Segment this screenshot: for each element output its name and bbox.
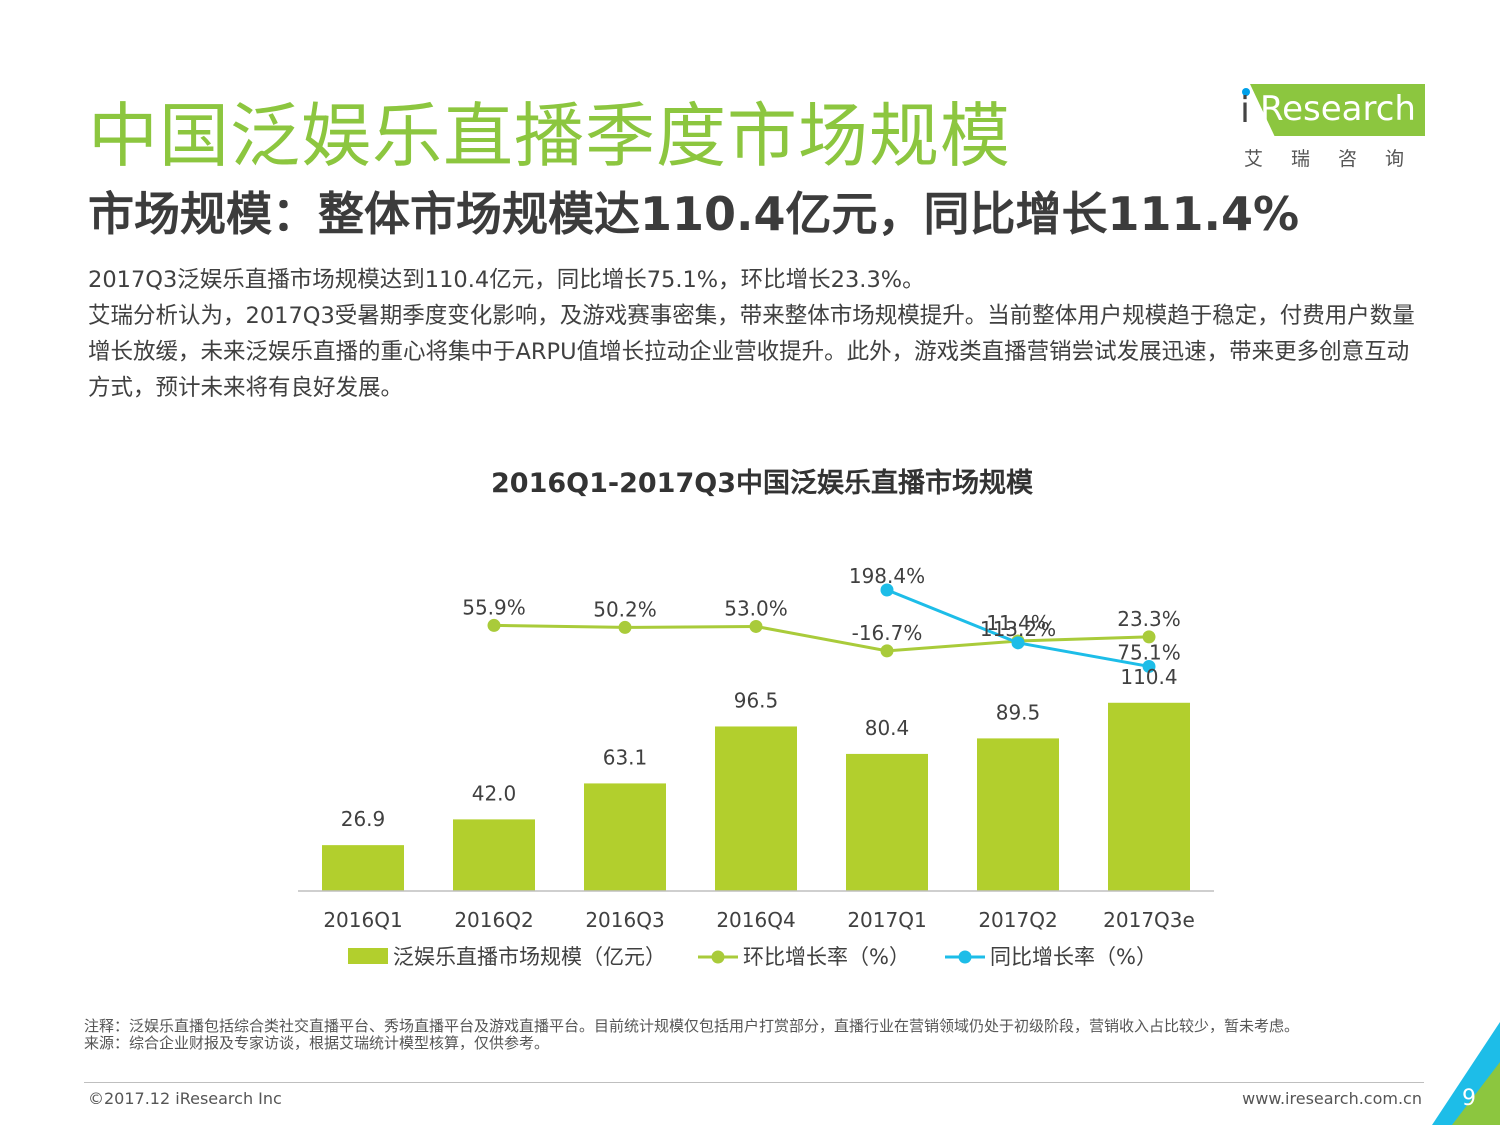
footer-divider bbox=[84, 1082, 1424, 1083]
iresearch-logo: i Research 艾瑞咨询 bbox=[1236, 80, 1426, 170]
bar-2016Q4 bbox=[715, 726, 797, 891]
mom-label-2016Q3: 50.2% bbox=[593, 597, 657, 621]
yoy-point-2017Q1 bbox=[880, 583, 894, 597]
bar-2017Q1 bbox=[846, 753, 928, 891]
legend-bar-label: 泛娱乐直播市场规模（亿元） bbox=[393, 945, 666, 969]
mom-point-2017Q1 bbox=[880, 644, 894, 658]
mom-point-2016Q2 bbox=[487, 618, 501, 632]
logo-i: i bbox=[1240, 90, 1251, 131]
legend-mom-marker bbox=[711, 950, 725, 964]
mom-label-2017Q3e: 23.3% bbox=[1117, 607, 1181, 631]
logo-badge bbox=[1250, 84, 1425, 136]
body-text: 2017Q3泛娱乐直播市场规模达到110.4亿元，同比增长75.1%，环比增长2… bbox=[88, 262, 1418, 406]
page-title: 中国泛娱乐直播季度市场规模 bbox=[88, 95, 1011, 177]
note-text: 注释：泛娱乐直播包括综合类社交直播平台、秀场直播平台及游戏直播平台。目前统计规模… bbox=[84, 1017, 1300, 1035]
x-tick-2016Q3: 2016Q3 bbox=[585, 908, 664, 932]
mom-label-2017Q2: 11.4% bbox=[986, 611, 1050, 635]
copyright: ©2017.12 iResearch Inc bbox=[88, 1089, 282, 1108]
yoy-label-2017Q3e: 75.1% bbox=[1117, 640, 1181, 664]
bar-2016Q1 bbox=[322, 845, 404, 891]
legend-yoy-label: 同比增长率（%） bbox=[990, 945, 1157, 969]
page-number: 9 bbox=[1462, 1086, 1476, 1111]
logo-cn: 艾瑞咨询 bbox=[1244, 148, 1433, 170]
mom-line bbox=[493, 623, 1150, 653]
x-tick-2016Q4: 2016Q4 bbox=[716, 908, 795, 932]
bar-2016Q2 bbox=[453, 819, 535, 891]
yoy-label-2017Q2: 113.2% bbox=[980, 617, 1056, 641]
x-tick-2017Q1: 2017Q1 bbox=[847, 908, 926, 932]
legend-mom-label: 环比增长率（%） bbox=[743, 945, 910, 969]
bar-label-2016Q4: 96.5 bbox=[734, 688, 779, 712]
bar-label-2017Q1: 80.4 bbox=[865, 716, 910, 740]
yoy-point-2017Q3e bbox=[1142, 659, 1156, 673]
yoy-point-2017Q2 bbox=[1011, 636, 1025, 650]
logo-dot-icon bbox=[1242, 88, 1250, 96]
mom-label-2016Q4: 53.0% bbox=[724, 596, 788, 620]
bar-label-2016Q1: 26.9 bbox=[341, 807, 386, 831]
body-paragraph-2: 艾瑞分析认为，2017Q3受暑期季度变化影响，及游戏赛事密集，带来整体市场规模提… bbox=[88, 303, 1415, 401]
mom-point-2017Q3e bbox=[1142, 630, 1156, 644]
mom-label-2016Q2: 55.9% bbox=[462, 595, 526, 619]
legend-yoy-marker bbox=[958, 950, 972, 964]
bar-label-2016Q3: 63.1 bbox=[603, 745, 648, 769]
logo-brand: Research bbox=[1260, 89, 1416, 129]
mom-point-2016Q3 bbox=[618, 620, 632, 634]
chart-title: 2016Q1-2017Q3中国泛娱乐直播市场规模 bbox=[491, 467, 1033, 499]
corner-decoration bbox=[1432, 1022, 1500, 1125]
mom-point-2016Q4 bbox=[749, 619, 763, 633]
x-tick-2017Q3e: 2017Q3e bbox=[1103, 908, 1195, 932]
x-tick-2017Q2: 2017Q2 bbox=[978, 908, 1057, 932]
body-paragraph-1: 2017Q3泛娱乐直播市场规模达到110.4亿元，同比增长75.1%，环比增长2… bbox=[88, 267, 925, 293]
source-text: 来源：综合企业财报及专家访谈，根据艾瑞统计模型核算，仅供参考。 bbox=[84, 1034, 550, 1052]
x-tick-2016Q1: 2016Q1 bbox=[323, 908, 402, 932]
bar-label-2017Q3e: 110.4 bbox=[1120, 665, 1177, 689]
bar-2016Q3 bbox=[584, 783, 666, 891]
bar-2017Q2 bbox=[977, 738, 1059, 891]
bar-label-2016Q2: 42.0 bbox=[472, 781, 517, 805]
website-url: www.iresearch.com.cn bbox=[1242, 1089, 1422, 1108]
market-size-chart: 2016Q1-2017Q3中国泛娱乐直播市场规模 26.9 42.0 63.1 96.… bbox=[298, 467, 1214, 969]
yoy-label-2017Q1: 198.4% bbox=[849, 564, 925, 588]
mom-label-2017Q1: -16.7% bbox=[852, 621, 923, 645]
legend-bar-swatch bbox=[348, 948, 388, 964]
notes: 注释：泛娱乐直播包括综合类社交直播平台、秀场直播平台及游戏直播平台。目前统计规模… bbox=[84, 1018, 1414, 1052]
bar-label-2017Q2: 89.5 bbox=[996, 700, 1041, 724]
page-subtitle: 市场规模：整体市场规模达110.4亿元，同比增长111.4% bbox=[88, 187, 1300, 241]
x-tick-2016Q2: 2016Q2 bbox=[454, 908, 533, 932]
bar-2017Q3e bbox=[1108, 702, 1190, 891]
